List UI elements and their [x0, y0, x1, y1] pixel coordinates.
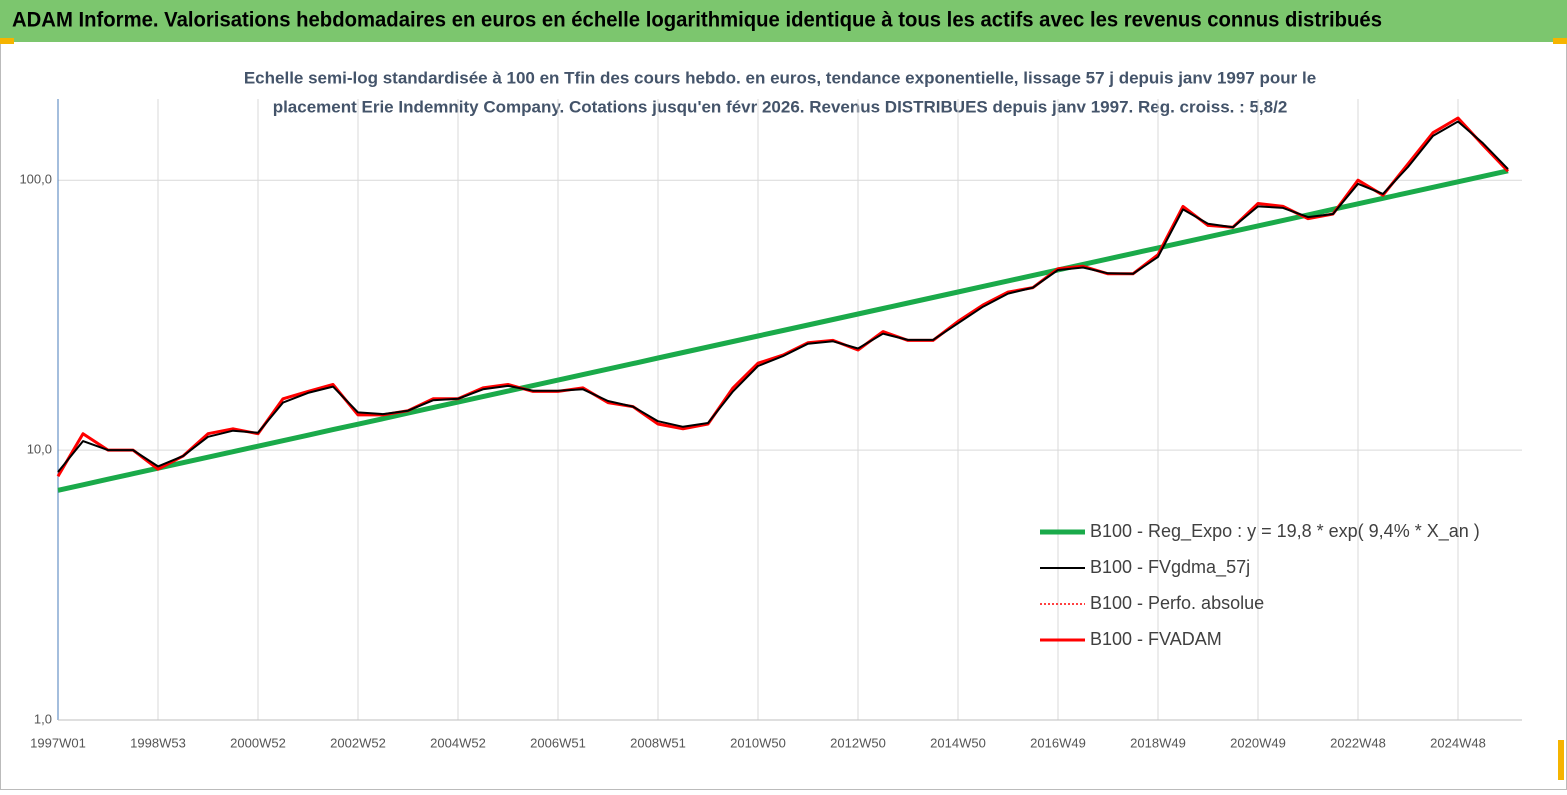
legend-label: B100 - FVADAM: [1090, 629, 1222, 649]
x-tick-label: 2000W52: [230, 735, 286, 750]
x-tick-label: 2004W52: [430, 735, 486, 750]
x-tick-label: 2008W51: [630, 735, 686, 750]
y-tick-label: 10,0: [27, 442, 52, 457]
chart-subtitle: placement Erie Indemnity Company. Cotati…: [273, 97, 1288, 116]
x-tick-label: 2014W50: [930, 735, 986, 750]
legend-label: B100 - Reg_Expo : y = 19,8 * exp( 9,4% *…: [1090, 521, 1480, 542]
x-tick-label: 2002W52: [330, 735, 386, 750]
x-tick-label: 2024W48: [1430, 735, 1486, 750]
chart-title: ADAM Informe. Valorisations hebdomadaire…: [12, 9, 1382, 32]
x-tick-label: 2006W51: [530, 735, 586, 750]
x-tick-label: 2012W50: [830, 735, 886, 750]
legend-label: B100 - Perfo. absolue: [1090, 593, 1264, 613]
x-tick-label: 2010W50: [730, 735, 786, 750]
x-tick-label: 2016W49: [1030, 735, 1086, 750]
x-tick-label: 1998W53: [130, 735, 186, 750]
series-line: [57, 117, 1509, 477]
corner: [0, 38, 14, 44]
chart-subtitle: Echelle semi-log standardisée à 100 en T…: [244, 68, 1316, 87]
x-tick-label: 2022W48: [1330, 735, 1386, 750]
x-tick-label: 1997W01: [30, 735, 86, 750]
x-tick-label: 2020W49: [1230, 735, 1286, 750]
series-line: [57, 168, 1509, 493]
title-bar: [0, 0, 1567, 42]
y-tick-label: 100,0: [19, 172, 52, 187]
y-tick-label: 1,0: [34, 711, 52, 726]
corner: [1553, 38, 1567, 44]
legend-label: B100 - FVgdma_57j: [1090, 557, 1250, 578]
x-tick-label: 2018W49: [1130, 735, 1186, 750]
series-line: [57, 120, 1509, 473]
corner: [1558, 740, 1564, 780]
